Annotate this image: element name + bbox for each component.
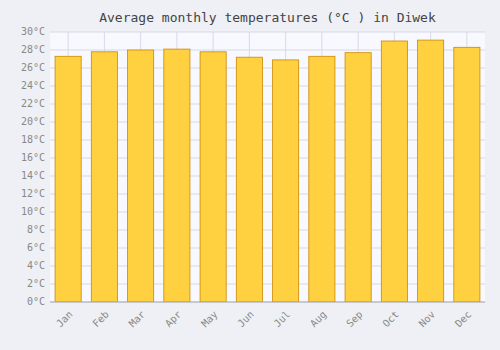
y-tick-label: 4°C: [27, 260, 45, 271]
x-tick-label: Sep: [344, 309, 365, 330]
bars: [55, 40, 480, 302]
y-tick-label: 28°C: [21, 44, 45, 55]
chart: 0°C 2°C 4°C 6°C 8°C 10°C 12°C 14°C 16°C 18°C 20°C 2…: [0, 0, 500, 350]
background: [0, 0, 500, 350]
x-tick-label: Jul: [272, 309, 293, 330]
x-axis-line: [50, 302, 485, 303]
bar: [381, 41, 407, 302]
bar: [128, 50, 154, 302]
x-tick-label: Feb: [90, 309, 111, 330]
y-tick-label: 18°C: [21, 134, 45, 145]
x-tick-label: May: [199, 309, 220, 330]
bar: [273, 60, 299, 302]
y-tick-label: 30°C: [21, 26, 45, 37]
bar: [345, 53, 371, 302]
y-tick-label: 26°C: [21, 62, 45, 73]
y-tick-label: 20°C: [21, 116, 45, 127]
y-tick-label: 22°C: [21, 98, 45, 109]
y-tick-label: 10°C: [21, 206, 45, 217]
x-tick-label: Apr: [163, 309, 184, 330]
x-tick-label: Jun: [235, 309, 256, 330]
y-grid-line: [50, 32, 485, 33]
y-tick-label: 12°C: [21, 188, 45, 199]
x-tick-label: Jan: [54, 309, 75, 330]
y-tick-label: 24°C: [21, 80, 45, 91]
bar: [55, 56, 81, 302]
x-tick-label: Mar: [127, 309, 148, 330]
title: Average monthly temperatures (°C ) in Di…: [99, 10, 436, 25]
x-tick-label: Oct: [380, 309, 401, 330]
bar: [164, 49, 190, 302]
bar: [91, 52, 117, 302]
y-tick-label: 2°C: [27, 278, 45, 289]
y-tick-label: 14°C: [21, 170, 45, 181]
bar: [454, 47, 480, 302]
y-tick-label: 8°C: [27, 224, 45, 235]
x-tick-label: Dec: [453, 309, 474, 330]
y-tick-label: 6°C: [27, 242, 45, 253]
x-tick-label: Nov: [417, 309, 438, 330]
bar: [236, 57, 262, 302]
x-tick-label: Aug: [308, 309, 329, 330]
bar: [309, 56, 335, 302]
bar: [200, 52, 226, 302]
grid: [50, 32, 485, 302]
y-tick-label: 16°C: [21, 152, 45, 163]
y-tick-label: 0°C: [27, 296, 45, 307]
y-grid-line: [50, 302, 485, 303]
bar: [418, 40, 444, 302]
plot-background: [50, 32, 485, 302]
